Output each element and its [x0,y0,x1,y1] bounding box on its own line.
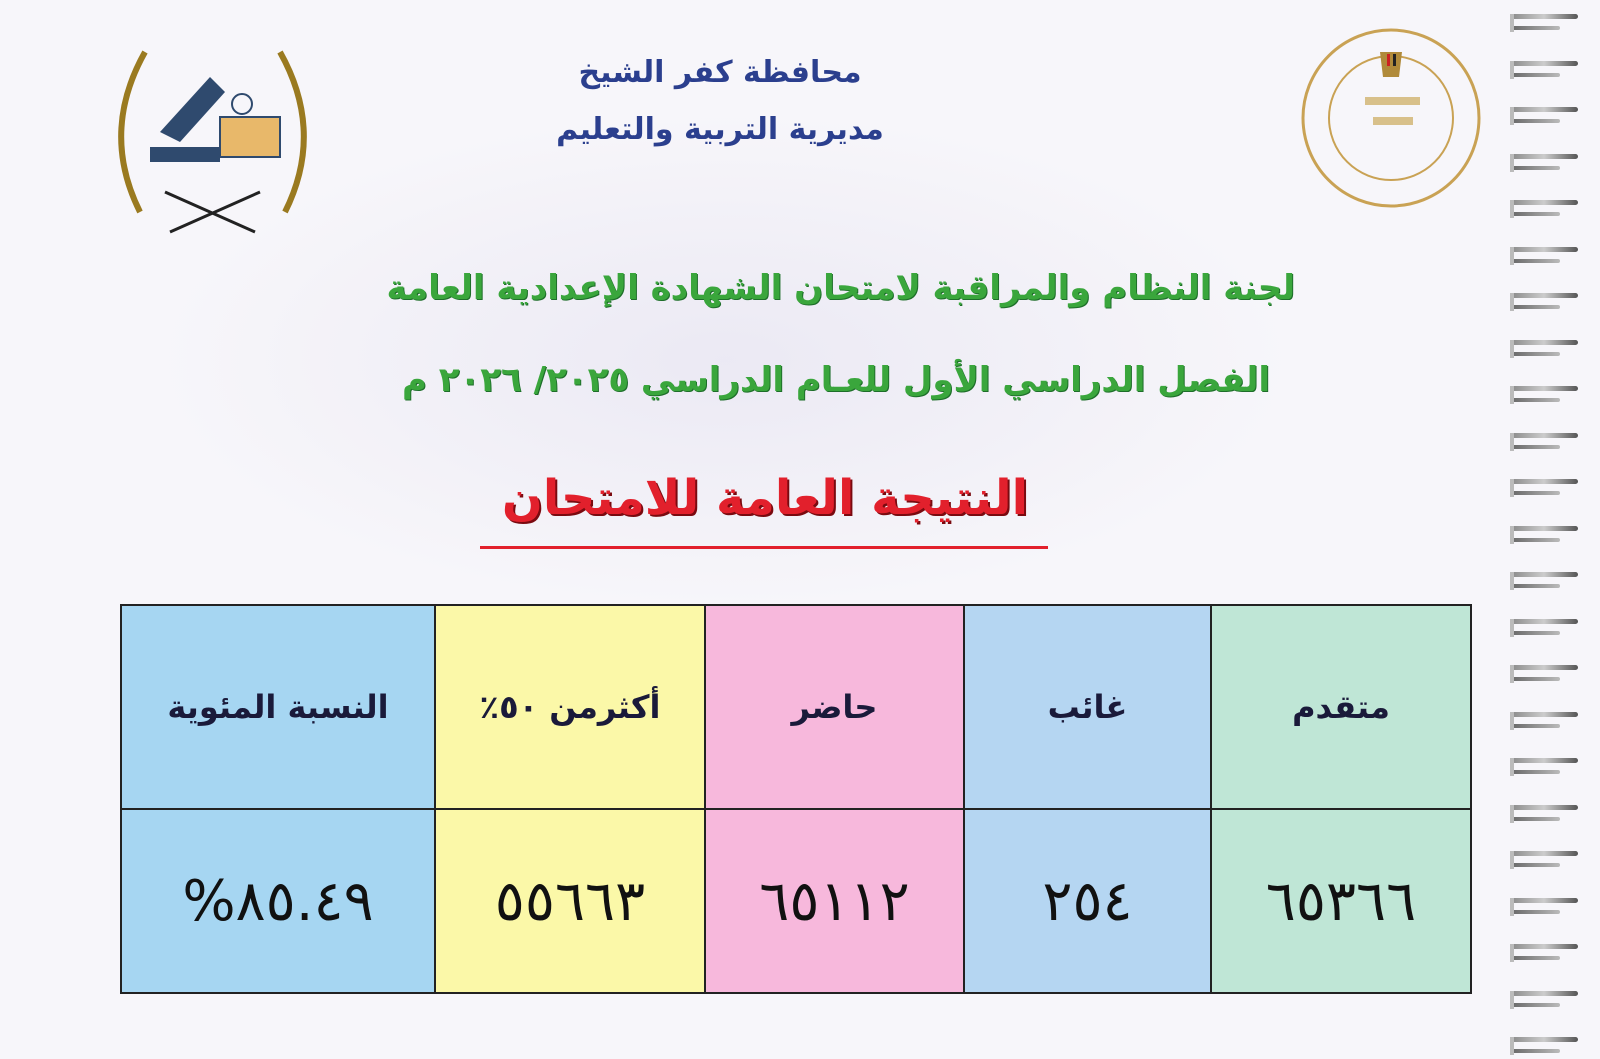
spiral-ring [1510,522,1580,548]
result-title: النتيجة العامة للامتحان [501,470,1029,526]
spiral-ring [1510,987,1580,1013]
value-applicants: ٦٥٣٦٦ [1210,808,1472,994]
header-absent: غائب [963,604,1212,810]
ministry-of-education-logo [1295,22,1495,222]
spiral-ring [1510,708,1580,734]
governorate-name: محافظة كفر الشيخ [578,55,862,90]
spiral-ring [1510,243,1580,269]
spiral-ring [1510,336,1580,362]
committee-title: لجنة النظام والمراقبة لامتحان الشهادة ال… [386,268,1295,308]
spiral-ring [1510,150,1580,176]
spiral-ring [1510,754,1580,780]
spiral-ring [1510,382,1580,408]
spiral-ring [1510,57,1580,83]
spiral-ring [1510,475,1580,501]
header-above-50: أكثرمن ٥٠٪ [434,604,706,810]
spiral-ring [1510,10,1580,36]
spiral-ring [1510,429,1580,455]
value-above-50: ٥٥٦٦٣ [434,808,706,994]
spiral-ring [1510,894,1580,920]
spiral-ring [1510,940,1580,966]
spiral-ring [1510,196,1580,222]
value-present: ٦٥١١٢ [704,808,965,994]
spiral-ring [1510,1033,1580,1059]
spiral-ring [1510,847,1580,873]
watermark [150,110,1300,610]
value-percentage: %٨٥.٤٩ [120,808,436,994]
term-title: الفصل الدراسي الأول للعـام الدراسي ٢٠٢٥/… [402,360,1270,400]
header-present: حاضر [704,604,965,810]
title-underline [480,546,1048,549]
spiral-ring [1510,289,1580,315]
spiral-binding [1490,0,1600,1055]
spiral-ring [1510,661,1580,687]
header-percentage: النسبة المئوية [120,604,436,810]
spiral-ring [1510,801,1580,827]
value-absent: ٢٥٤ [963,808,1212,994]
directorate-name: مديرية التربية والتعليم [556,112,884,147]
table-header-row: متقدم غائب حاضر أكثرمن ٥٠٪ النسبة المئوي… [120,604,1472,810]
header-applicants: متقدم [1210,604,1472,810]
kafr-elsheikh-directorate-logo [100,22,325,237]
spiral-ring [1510,568,1580,594]
spiral-ring [1510,103,1580,129]
results-table: متقدم غائب حاضر أكثرمن ٥٠٪ النسبة المئوي… [120,604,1472,994]
table-values-row: ٦٥٣٦٦ ٢٥٤ ٦٥١١٢ ٥٥٦٦٣ %٨٥.٤٩ [120,808,1472,994]
spiral-ring [1510,615,1580,641]
